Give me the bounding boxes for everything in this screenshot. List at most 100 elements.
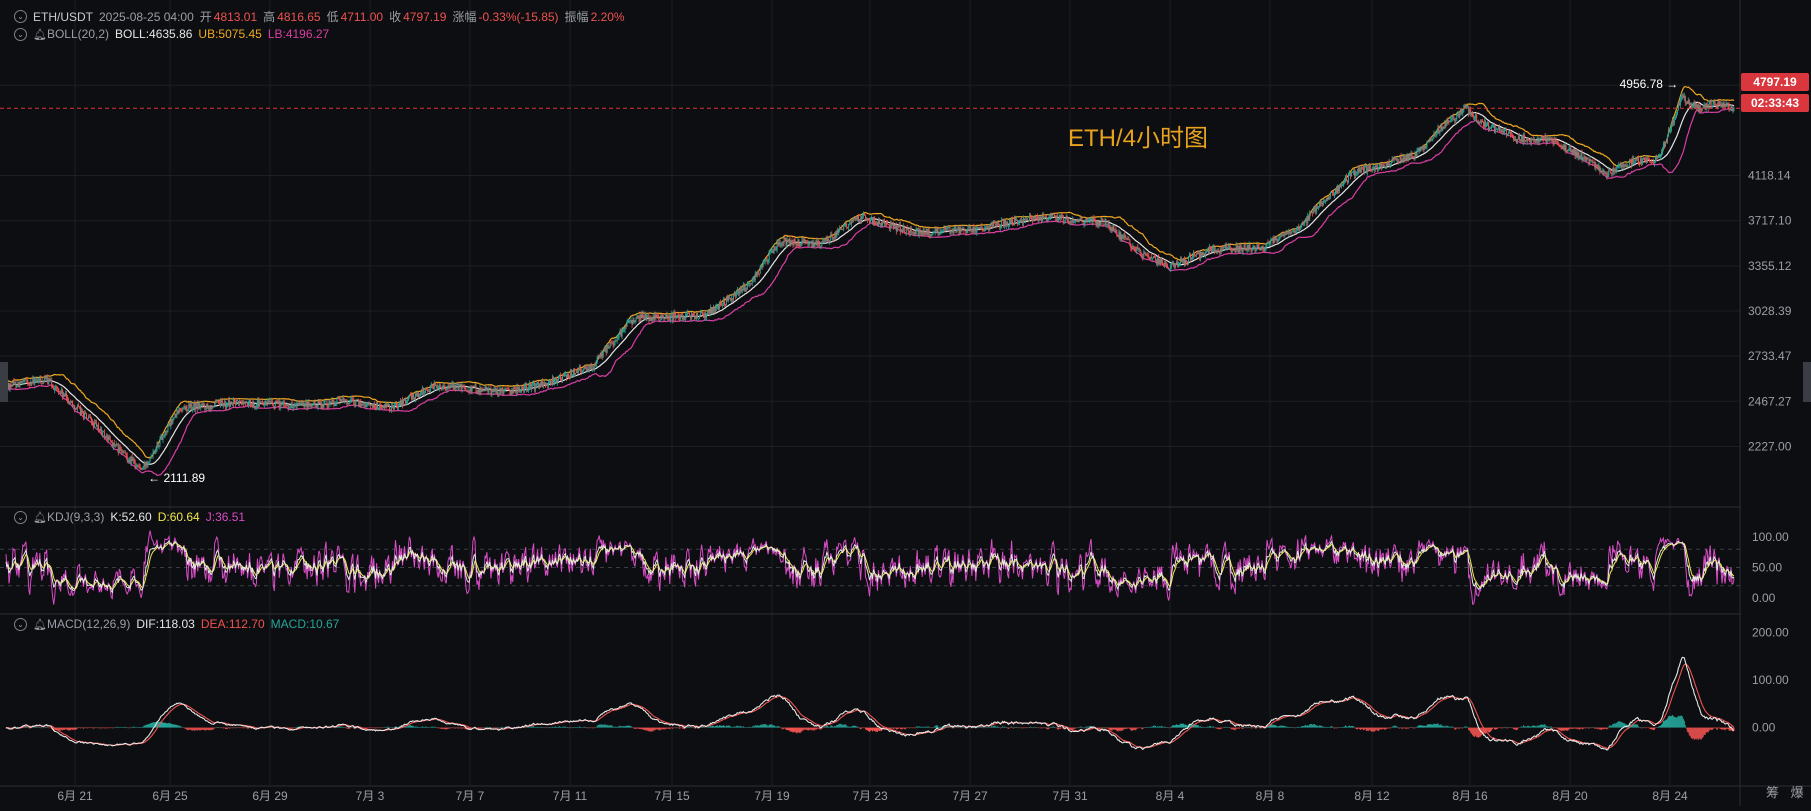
candle-body: [125, 452, 126, 453]
candle-body: [315, 401, 316, 406]
candle-body: [227, 403, 228, 404]
candle-body: [455, 385, 456, 389]
macd-histogram-bar: [589, 728, 590, 729]
macd-histogram-bar: [1390, 728, 1391, 729]
candle-body: [1046, 217, 1047, 221]
macd-histogram-bar: [1082, 727, 1083, 728]
candle-body: [903, 227, 904, 231]
candle-body: [255, 406, 256, 407]
candle-body: [683, 318, 684, 319]
candle-body: [178, 408, 179, 413]
candle-body: [720, 302, 721, 305]
macd-histogram-bar: [413, 726, 414, 727]
candle-body: [1719, 100, 1720, 102]
candle-body: [1164, 263, 1165, 265]
macd-histogram-bar: [83, 728, 84, 729]
candle-body: [1664, 143, 1665, 146]
candle-body: [991, 222, 992, 226]
macd-histogram-bar: [678, 728, 679, 729]
macd-histogram-bar: [1167, 728, 1168, 729]
candle-body: [604, 351, 605, 352]
candle-body: [1324, 201, 1325, 202]
macd-histogram-bar: [1072, 728, 1073, 729]
macd-histogram-bar: [1273, 725, 1274, 728]
macd-histogram-bar: [1315, 725, 1316, 727]
candle-body: [58, 389, 59, 392]
macd-histogram-bar: [800, 728, 801, 733]
macd-histogram-bar: [129, 728, 130, 729]
candle-body: [1202, 253, 1203, 256]
candle-body: [1161, 259, 1162, 262]
candle-body: [467, 391, 468, 392]
candle-body: [1138, 249, 1139, 250]
candle-body: [908, 229, 909, 230]
macd-histogram-bar: [1052, 727, 1053, 728]
candle-body: [514, 387, 515, 389]
macd-histogram-bar: [211, 728, 212, 730]
macd-histogram-bar: [1016, 727, 1017, 728]
candle-body: [1110, 228, 1111, 230]
macd-histogram-bar: [1148, 727, 1149, 728]
candle-body: [1042, 216, 1043, 221]
candle-body: [1117, 236, 1118, 237]
candle-body: [1381, 164, 1382, 168]
candle-body: [33, 378, 34, 383]
macd-histogram-bar: [220, 728, 221, 729]
candle-body: [1178, 265, 1179, 267]
candle-body: [1418, 151, 1419, 152]
candle-body: [1059, 215, 1060, 220]
macd-histogram-bar: [249, 728, 250, 729]
macd-histogram-bar: [912, 728, 913, 729]
macd-histogram-bar: [676, 728, 677, 729]
candle-body: [350, 399, 351, 400]
candle-body: [111, 441, 112, 443]
candle-body: [817, 241, 818, 245]
macd-histogram-bar: [1323, 727, 1324, 728]
candle-body: [450, 386, 451, 387]
candle-body: [1171, 264, 1172, 267]
macd-histogram-bar: [1313, 724, 1314, 727]
candle-body: [141, 468, 142, 469]
candle-body: [767, 259, 768, 261]
macd-histogram-bar: [1358, 728, 1359, 729]
macd-histogram-bar: [213, 728, 214, 730]
macd-histogram-bar: [391, 728, 392, 729]
candle-body: [542, 381, 543, 386]
candle-body: [1669, 130, 1670, 131]
candle-body: [896, 226, 897, 231]
macd-histogram-bar: [245, 728, 246, 729]
candle-body: [289, 408, 290, 409]
candle-body: [144, 463, 145, 467]
macd-histogram-bar: [1140, 728, 1141, 729]
macd-histogram-bar: [1168, 728, 1169, 729]
macd-histogram-bar: [1153, 726, 1154, 728]
macd-histogram-bar: [981, 727, 982, 728]
candle-body: [1425, 147, 1426, 148]
candle-body: [866, 219, 867, 221]
candle-body: [102, 432, 103, 435]
candle-body: [764, 262, 765, 263]
macd-histogram-bar: [1208, 727, 1209, 728]
macd-histogram-bar: [115, 728, 116, 729]
macd-histogram-bar: [1329, 727, 1330, 728]
macd-histogram-bar: [222, 728, 223, 729]
candle-body: [435, 383, 436, 386]
macd-histogram-bar: [346, 728, 347, 729]
macd-histogram-bar: [373, 728, 374, 729]
candle-body: [1167, 266, 1168, 268]
candle-body: [1017, 220, 1018, 224]
candle-body: [931, 235, 932, 236]
candle-body: [145, 463, 146, 466]
macd-histogram-bar: [146, 725, 147, 728]
macd-histogram-bar: [1160, 727, 1161, 728]
candle-body: [1150, 257, 1151, 258]
candle-body: [271, 401, 272, 402]
candle-body: [994, 222, 995, 223]
candle-body: [113, 443, 114, 447]
macd-histogram-bar: [454, 728, 455, 729]
candle-body: [1533, 139, 1534, 141]
candle-body: [1010, 220, 1011, 223]
candle-body: [363, 405, 364, 406]
candle-body: [1217, 251, 1218, 252]
